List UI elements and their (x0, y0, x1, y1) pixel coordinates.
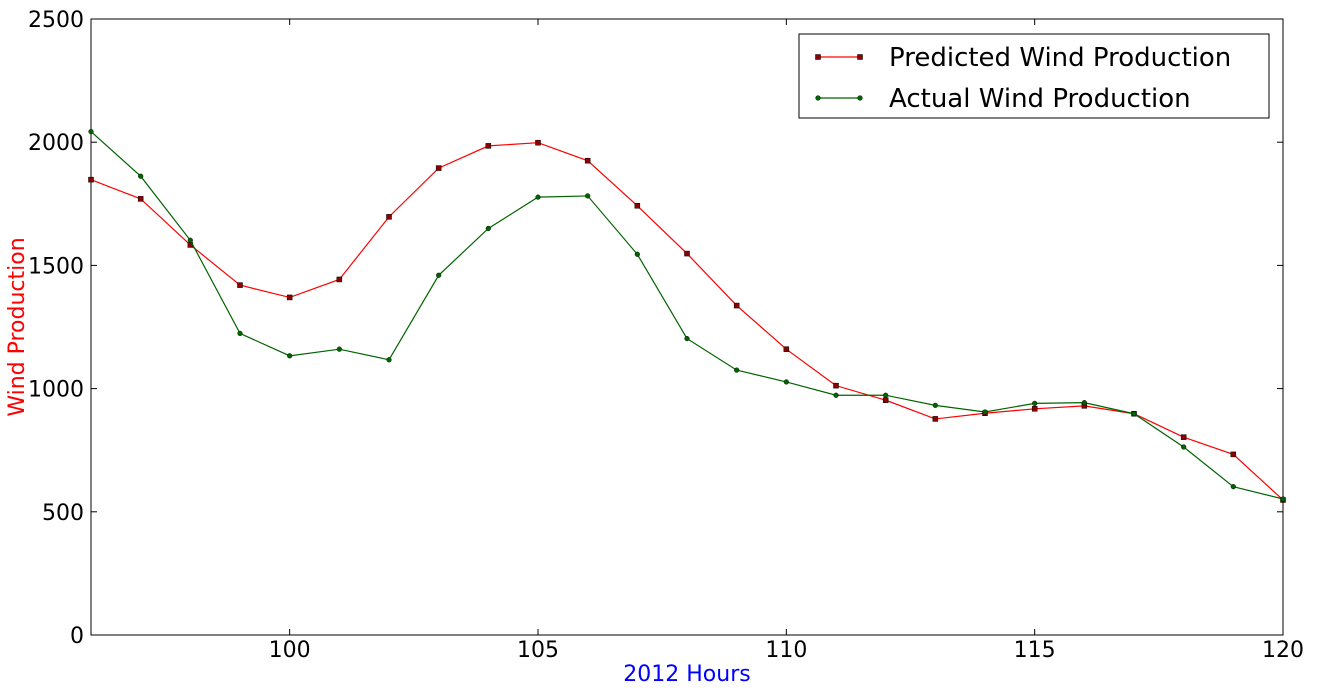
series-2-point (1032, 400, 1038, 406)
legend-marker-2 (815, 95, 821, 101)
series-1-point (1180, 434, 1187, 440)
series-2-point (1081, 400, 1087, 406)
series-2-point (883, 392, 889, 398)
series-1-point (1031, 406, 1038, 412)
series-2-point (634, 251, 640, 257)
series-1-point (535, 139, 541, 146)
series-2-point (932, 402, 938, 408)
x-tick-label: 105 (517, 638, 559, 663)
series-1-point (783, 346, 790, 352)
x-tick-label: 110 (765, 638, 807, 663)
series-2-point (684, 335, 690, 342)
x-tick-label: 115 (1014, 638, 1056, 663)
series-2-point (138, 173, 144, 179)
y-axis-title: Wind Production (5, 237, 30, 416)
legend-marker-2 (857, 95, 863, 101)
series-2-point (336, 346, 342, 352)
series-1-point (386, 214, 392, 220)
series-line-2 (90, 131, 1284, 500)
series-layer (88, 129, 1286, 503)
series-2-point (187, 237, 193, 243)
plot-frame (90, 18, 1284, 636)
legend: Predicted Wind Production Actual Wind Pro… (798, 33, 1270, 119)
series-2-point (1230, 484, 1236, 490)
legend-label-1: Predicted Wind Production (889, 43, 1231, 73)
series-2-point (535, 194, 541, 200)
series-1-point (137, 196, 144, 202)
y-tick-label: 1000 (28, 378, 84, 403)
series-2-point (585, 193, 591, 199)
x-tick-label: 100 (269, 638, 311, 663)
series-2-point (734, 367, 740, 373)
series-1-point (882, 397, 889, 403)
series-2-point (982, 409, 988, 415)
series-1-point (485, 143, 492, 149)
series-1-point (733, 302, 740, 309)
series-1-point (88, 176, 94, 183)
series-2-point (833, 392, 839, 398)
series-2-point (436, 272, 442, 278)
series-1-point (336, 276, 343, 283)
series-1-point (932, 416, 939, 422)
series-2-point (485, 225, 491, 232)
series-2-point (88, 129, 94, 135)
series-1-point (634, 203, 641, 209)
legend-label-2: Actual Wind Production (889, 84, 1191, 114)
y-tick-label: 2500 (28, 8, 84, 33)
y-tick-label: 0 (70, 624, 84, 649)
series-1-point (237, 282, 243, 288)
series-2-point (1181, 444, 1187, 450)
series-2-point (1131, 411, 1137, 417)
series-1-point (584, 157, 591, 164)
x-tick-label: 120 (1262, 638, 1304, 663)
series-2-point (1280, 496, 1286, 502)
series-1-point (435, 165, 442, 171)
y-tick-label: 500 (42, 501, 84, 526)
legend-marker-1 (815, 54, 821, 60)
legend-marker-1 (857, 54, 863, 60)
y-tick-label: 2000 (28, 131, 84, 156)
x-axis-title: 2012 Hours (623, 662, 750, 687)
axis-ticks: 100 105 110 115 120 0 500 1000 1500 2000 2500 (28, 8, 1304, 663)
series-2-point (783, 379, 789, 385)
series-2-point (237, 330, 243, 337)
series-line-1 (90, 142, 1284, 501)
series-1-point (1230, 451, 1237, 458)
series-2-point (386, 357, 392, 363)
legend-box (798, 33, 1270, 119)
series-2-point (287, 353, 293, 359)
series-1-point (286, 294, 293, 301)
y-tick-label: 1500 (28, 254, 84, 279)
series-1-point (833, 382, 839, 389)
series-1-point (684, 250, 690, 257)
